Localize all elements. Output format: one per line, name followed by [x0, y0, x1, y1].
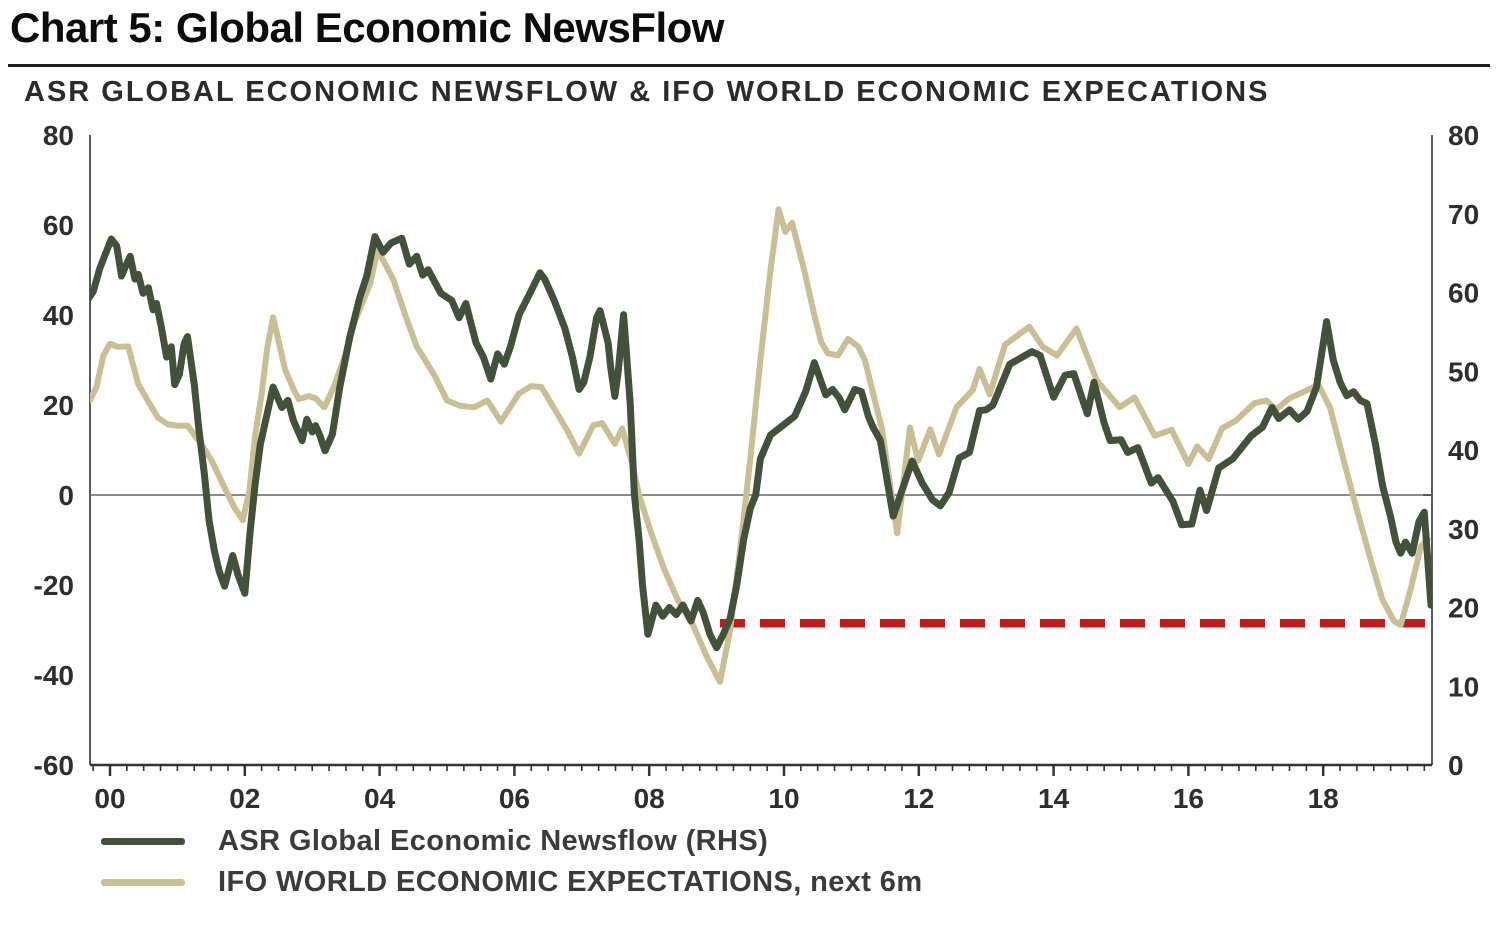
x-tick-label: 12 — [903, 783, 934, 814]
left-tick-label: 40 — [43, 300, 74, 331]
series-line-asr — [90, 233, 1432, 652]
left-tick-label: -20 — [34, 570, 74, 601]
left-axis-labels: 80 60 40 20 0 -20 -40 -60 — [34, 120, 74, 781]
x-tick-label: 18 — [1308, 783, 1339, 814]
series-line-ifo — [90, 206, 1431, 685]
left-tick-label: 20 — [43, 390, 74, 421]
legend-label-asr: ASR Global Economic Newsflow (RHS) — [218, 825, 769, 857]
x-tick-label: 06 — [499, 783, 530, 814]
chart-title: Chart 5: Global Economic NewsFlow — [10, 4, 724, 51]
x-axis-ticks — [92, 765, 1426, 776]
left-tick-label: 80 — [43, 120, 74, 151]
legend-swatch-ifo-line — [101, 879, 185, 886]
x-tick-label: 02 — [229, 783, 260, 814]
right-axis-labels: 80 70 60 50 40 30 20 10 0 — [1448, 120, 1479, 781]
right-tick-label: 40 — [1448, 435, 1479, 466]
legend-item-asr: ASR Global Economic Newsflow (RHS) — [101, 822, 923, 861]
legend-swatch-asr-line — [101, 838, 185, 845]
x-tick-label: 16 — [1173, 783, 1204, 814]
x-tick-label: 08 — [634, 783, 665, 814]
legend-item-ifo: IFO WORLD ECONOMIC EXPECTATIONS, next 6m — [101, 863, 923, 902]
right-tick-label: 70 — [1448, 199, 1479, 230]
right-tick-label: 20 — [1448, 593, 1479, 624]
legend-label-ifo: IFO WORLD ECONOMIC EXPECTATIONS, next 6m — [218, 866, 923, 898]
x-axis-labels: 00 02 04 06 08 10 12 14 16 18 — [94, 783, 1338, 814]
right-tick-label: 60 — [1448, 278, 1479, 309]
right-tick-label: 50 — [1448, 356, 1479, 387]
x-tick-label: 10 — [768, 783, 799, 814]
title-rule — [8, 64, 1490, 67]
right-tick-label: 0 — [1448, 750, 1464, 781]
x-tick-label: 14 — [1038, 783, 1070, 814]
left-tick-label: -60 — [34, 750, 74, 781]
left-tick-label: -40 — [34, 660, 74, 691]
legend: ASR Global Economic Newsflow (RHS) IFO W… — [101, 822, 923, 902]
right-tick-label: 10 — [1448, 671, 1479, 702]
x-tick-label: 04 — [364, 783, 396, 814]
right-tick-label: 30 — [1448, 514, 1479, 545]
right-tick-label: 80 — [1448, 120, 1479, 151]
left-tick-label: 60 — [43, 210, 74, 241]
left-tick-label: 0 — [58, 480, 74, 511]
chart-subtitle: ASR GLOBAL ECONOMIC NEWSFLOW & IFO WORLD… — [24, 76, 1270, 108]
x-tick-label: 00 — [94, 783, 125, 814]
